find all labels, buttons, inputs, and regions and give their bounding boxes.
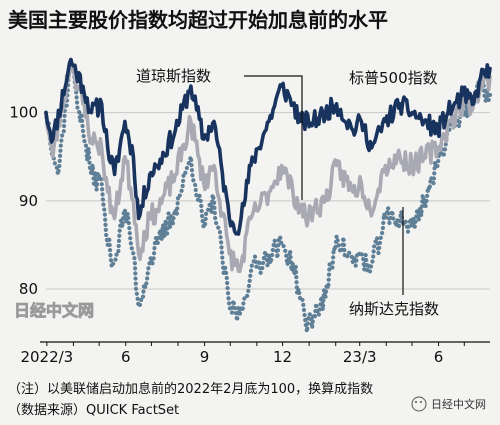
- watermark-right-text: 日经中文网: [431, 397, 486, 411]
- x-tick-label: 6: [434, 348, 444, 366]
- x-tick-label: 12: [273, 348, 292, 366]
- series-line-sp500: [44, 57, 492, 274]
- note-line-1: （注）以美联储启动加息前的2022年2月底为100，换算成指数: [8, 381, 373, 397]
- series-line-dow: [44, 57, 492, 236]
- wechat-icon-eye-right: [420, 401, 422, 403]
- series-lines: [43, 57, 493, 334]
- chart-title: 美国主要股价指数均超过开始加息前的水平: [8, 8, 388, 32]
- annotation-dow: 道琼斯指数: [136, 67, 211, 85]
- annotation-nasdaq: 纳斯达克指数: [349, 300, 439, 318]
- y-axis-ticks: 80 90 100: [9, 104, 38, 298]
- watermark-right: 日经中文网: [411, 396, 486, 412]
- annotation-sp500: 标普500指数: [349, 69, 438, 87]
- annotation-dow-leader: [244, 75, 303, 200]
- x-tick-label: 9: [200, 348, 210, 366]
- x-tick-label: 23/3: [343, 348, 377, 366]
- wechat-icon: [411, 396, 427, 412]
- wechat-icon-eye-left: [415, 401, 417, 403]
- x-tick-label: 6: [121, 348, 131, 366]
- x-tick-label: 2022/3: [20, 348, 73, 366]
- watermark-left: 日经中文网: [14, 301, 94, 320]
- series-line-nasdaq: [43, 57, 493, 334]
- y-tick-label: 80: [19, 280, 38, 298]
- y-tick-label: 100: [9, 104, 38, 122]
- y-tick-label: 90: [19, 192, 38, 210]
- x-axis: 2022/3 6 9 12 23/3 6: [20, 341, 490, 366]
- note-line-2: （数据来源）QUICK FactSet: [8, 403, 179, 418]
